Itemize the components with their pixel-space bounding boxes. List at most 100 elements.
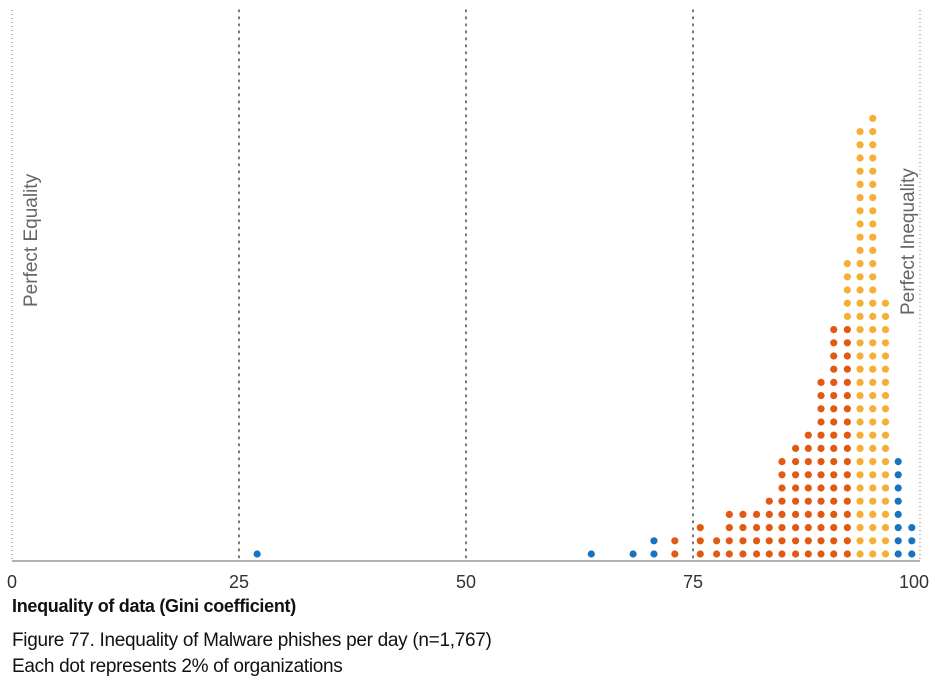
data-dot bbox=[830, 339, 838, 347]
data-dot bbox=[830, 418, 838, 426]
data-dot bbox=[856, 365, 864, 373]
data-dot bbox=[869, 392, 877, 400]
data-dot bbox=[869, 260, 877, 268]
data-dot bbox=[856, 299, 864, 307]
data-dot bbox=[843, 312, 851, 320]
data-dot bbox=[881, 365, 890, 373]
data-dot bbox=[843, 484, 851, 492]
data-dot bbox=[856, 128, 864, 136]
data-dot bbox=[869, 220, 877, 228]
data-dot bbox=[253, 550, 261, 558]
data-dot bbox=[778, 550, 786, 558]
data-dot bbox=[869, 273, 877, 281]
data-dot bbox=[843, 378, 851, 386]
data-dot bbox=[881, 339, 890, 347]
data-dot bbox=[856, 312, 864, 320]
data-dot bbox=[696, 550, 704, 558]
data-dot bbox=[869, 352, 877, 360]
data-dot bbox=[869, 167, 877, 175]
data-dot bbox=[804, 431, 812, 439]
data-dot bbox=[671, 537, 679, 545]
data-dot bbox=[881, 524, 890, 532]
data-dot bbox=[739, 510, 747, 518]
data-dot bbox=[869, 326, 877, 334]
data-dot bbox=[792, 458, 800, 466]
data-dot bbox=[856, 524, 864, 532]
data-dot bbox=[671, 550, 679, 558]
data-dot bbox=[856, 378, 864, 386]
data-dot bbox=[778, 497, 786, 505]
data-dot bbox=[778, 510, 786, 518]
data-dot bbox=[894, 471, 902, 479]
data-dot bbox=[856, 207, 864, 215]
data-dot bbox=[792, 510, 800, 518]
data-dot bbox=[830, 471, 838, 479]
data-dot bbox=[830, 352, 838, 360]
data-dot bbox=[843, 510, 851, 518]
data-dot bbox=[869, 312, 877, 320]
data-dot bbox=[856, 194, 864, 202]
data-dot bbox=[856, 246, 864, 254]
data-dot bbox=[752, 510, 761, 518]
data-dot bbox=[778, 537, 786, 545]
reference-lines bbox=[238, 9, 694, 562]
data-dot bbox=[752, 524, 761, 532]
data-dot bbox=[830, 497, 838, 505]
data-dot bbox=[881, 497, 890, 505]
perfect-inequality-label: Perfect Inequality bbox=[898, 168, 919, 315]
data-dot bbox=[830, 365, 838, 373]
data-dot bbox=[804, 537, 812, 545]
data-dot bbox=[830, 326, 838, 334]
data-dot bbox=[725, 537, 733, 545]
data-dot bbox=[778, 524, 786, 532]
data-dot bbox=[725, 550, 733, 558]
data-dot bbox=[817, 392, 825, 400]
data-dot bbox=[650, 550, 658, 558]
data-dot bbox=[804, 497, 812, 505]
data-dot bbox=[778, 471, 786, 479]
data-dot bbox=[817, 458, 825, 466]
data-dot bbox=[894, 537, 902, 545]
data-dot bbox=[817, 405, 825, 413]
data-dot bbox=[869, 550, 877, 558]
data-dot bbox=[856, 550, 864, 558]
data-dot bbox=[817, 484, 825, 492]
data-dot bbox=[765, 497, 773, 505]
data-dot bbox=[869, 378, 877, 386]
data-dot bbox=[869, 180, 877, 188]
data-dot bbox=[869, 537, 877, 545]
data-dot bbox=[817, 471, 825, 479]
data-dot bbox=[869, 154, 877, 162]
data-dot bbox=[817, 510, 825, 518]
x-tick-label: 100 bbox=[899, 572, 929, 592]
data-dot bbox=[869, 128, 877, 136]
data-dot bbox=[881, 378, 890, 386]
data-dot bbox=[765, 524, 773, 532]
data-dot bbox=[856, 510, 864, 518]
data-dot bbox=[752, 537, 761, 545]
x-axis-title: Inequality of data (Gini coefficient) bbox=[12, 596, 296, 616]
figure-subcaption: Each dot represents 2% of organizations bbox=[12, 656, 343, 677]
data-dot bbox=[804, 458, 812, 466]
data-dot bbox=[713, 537, 721, 545]
data-dot bbox=[869, 524, 877, 532]
data-dot bbox=[856, 392, 864, 400]
data-dot bbox=[587, 550, 595, 558]
data-dot bbox=[830, 550, 838, 558]
data-dot bbox=[869, 458, 877, 466]
data-dot bbox=[843, 339, 851, 347]
data-dot bbox=[830, 392, 838, 400]
data-dot bbox=[778, 484, 786, 492]
data-dot bbox=[843, 524, 851, 532]
data-dot bbox=[869, 444, 877, 452]
data-dot bbox=[843, 550, 851, 558]
data-dot bbox=[817, 550, 825, 558]
data-dot bbox=[881, 458, 890, 466]
data-dot bbox=[869, 497, 877, 505]
data-dot bbox=[817, 444, 825, 452]
data-dot bbox=[856, 405, 864, 413]
x-tick-label: 25 bbox=[229, 572, 249, 592]
data-dot bbox=[830, 524, 838, 532]
data-dot bbox=[881, 299, 890, 307]
data-dot bbox=[881, 471, 890, 479]
